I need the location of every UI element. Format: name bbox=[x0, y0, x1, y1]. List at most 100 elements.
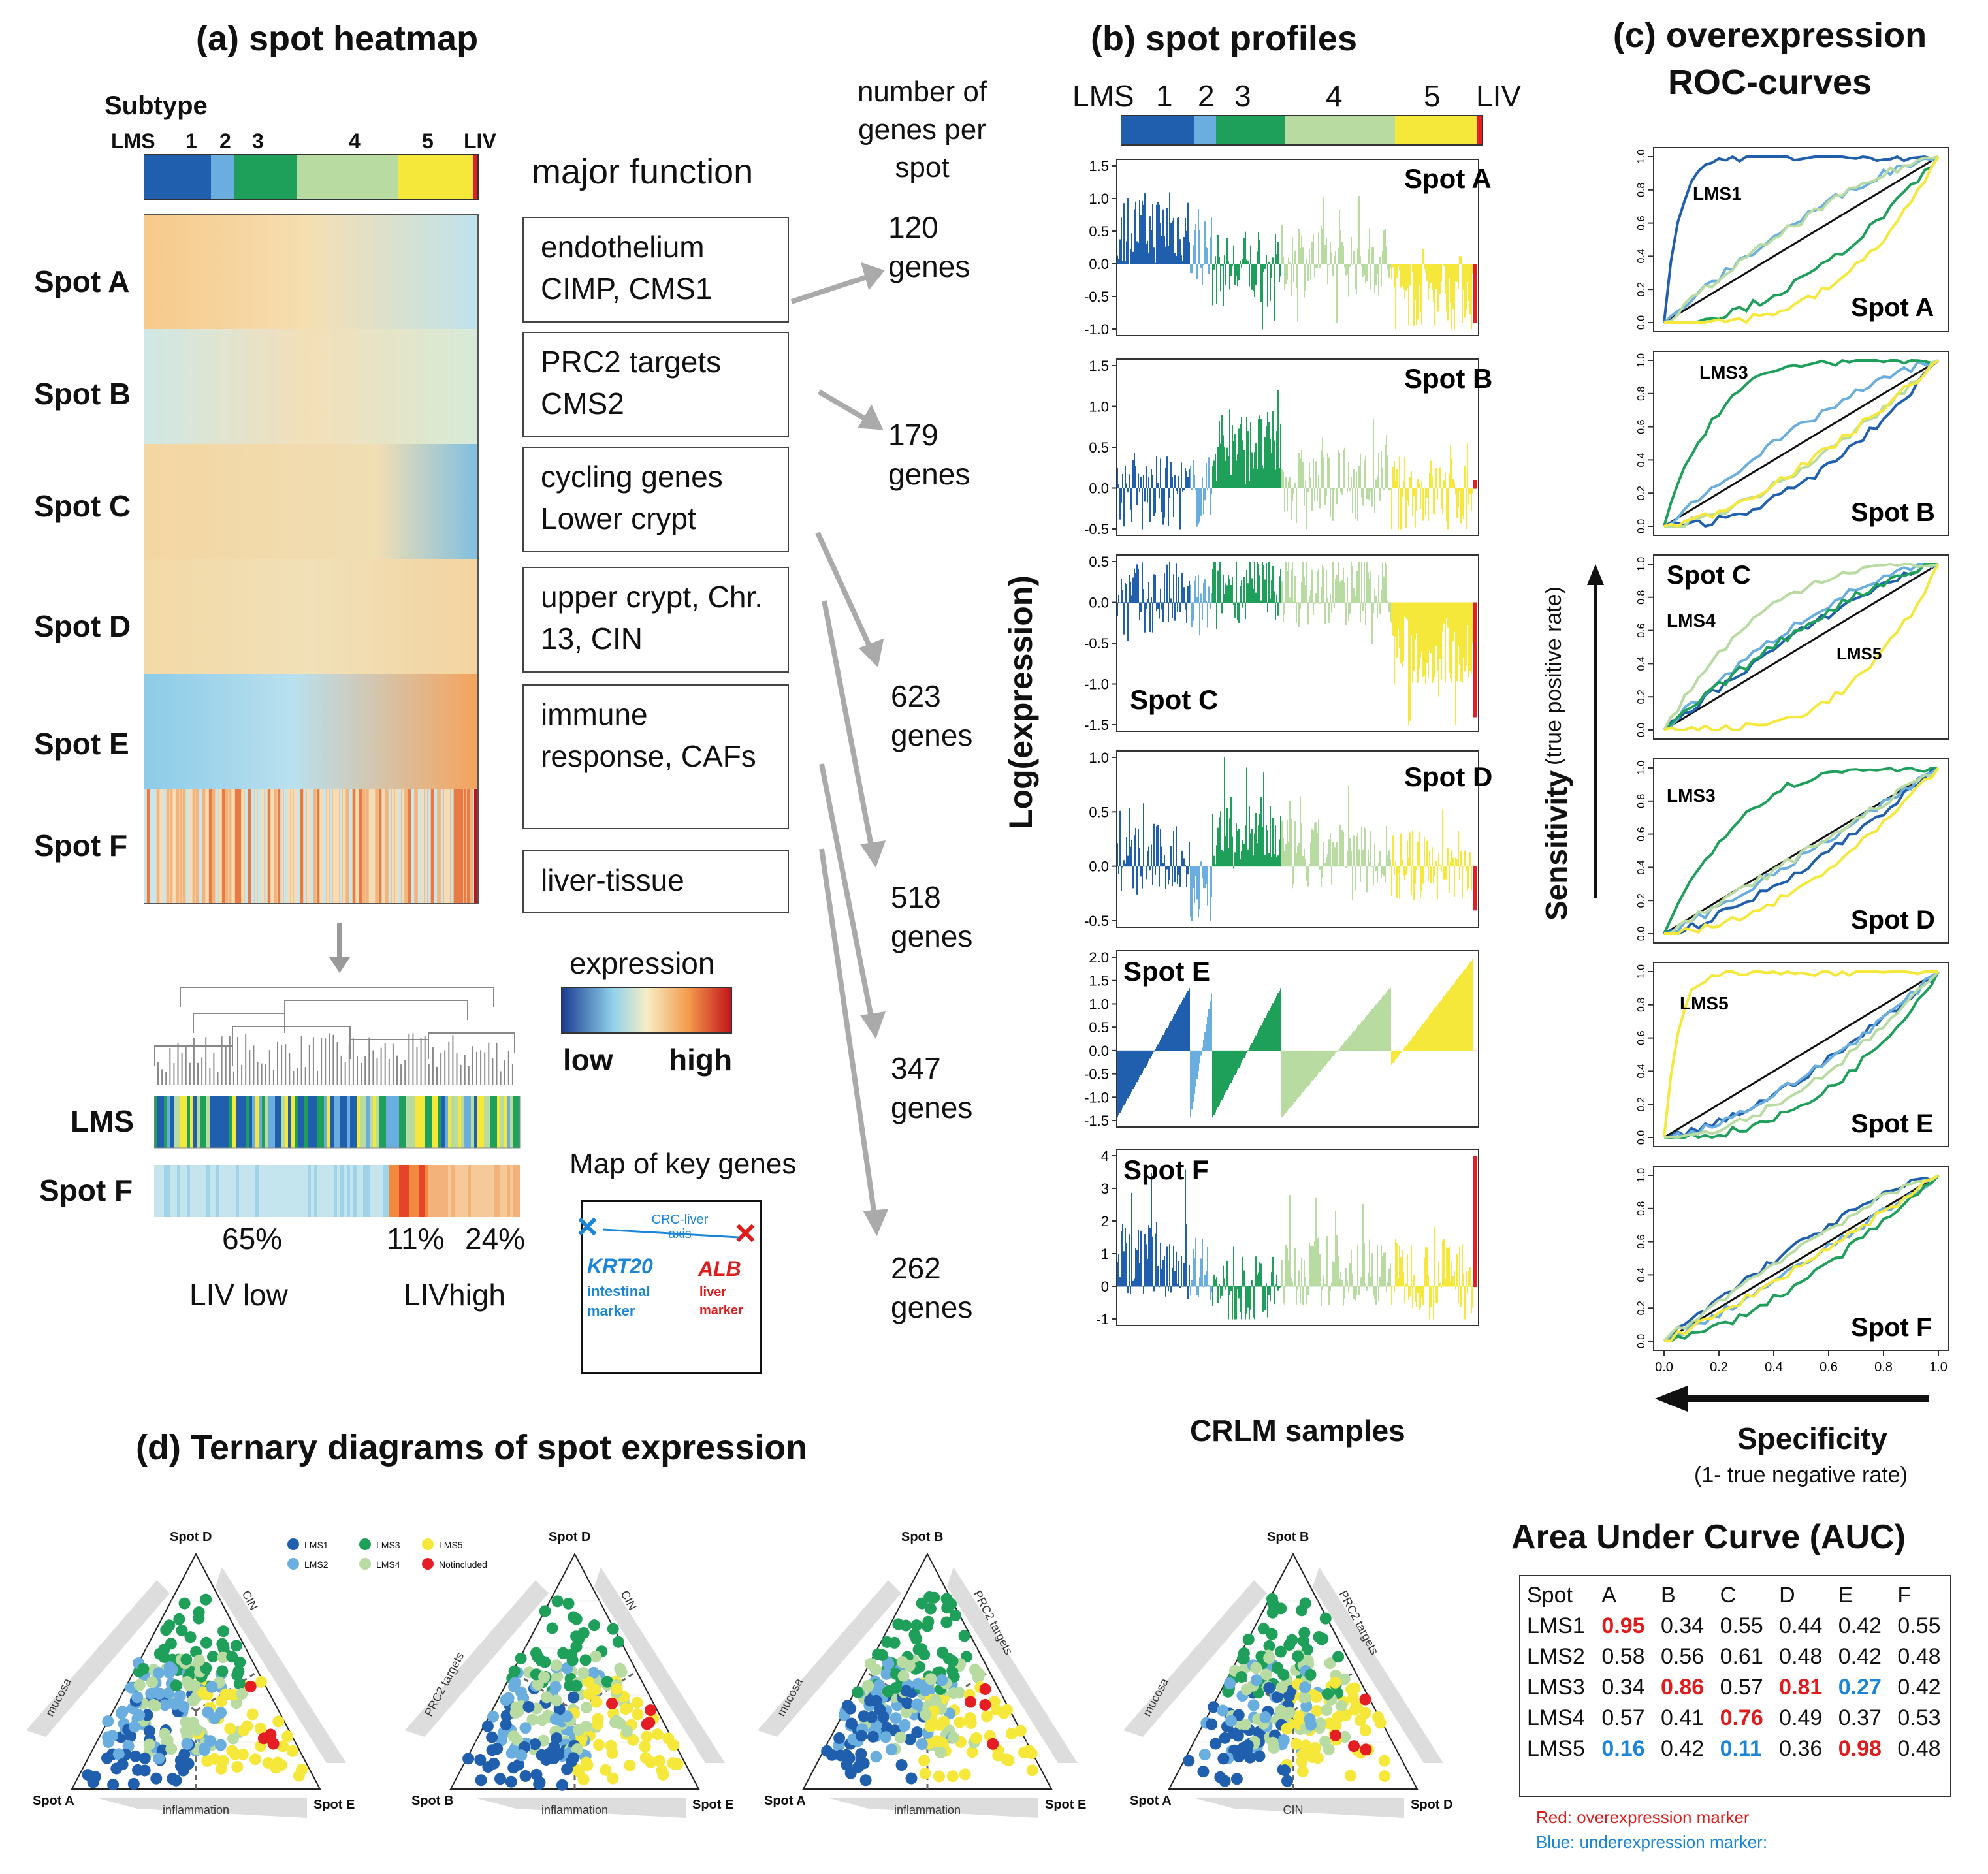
profile-bar bbox=[1156, 1047, 1157, 1051]
profile-bar bbox=[1429, 1286, 1430, 1320]
profile-bar bbox=[1245, 602, 1246, 620]
heat-label-e: Spot E bbox=[34, 727, 129, 761]
lms-stripe bbox=[376, 1096, 379, 1148]
ternary-point bbox=[174, 1690, 186, 1702]
spotf-stripe bbox=[311, 1165, 314, 1217]
profile-bar bbox=[1219, 421, 1220, 488]
profile-bar bbox=[1319, 264, 1321, 268]
lms-stripe bbox=[477, 1096, 481, 1148]
profile-bar bbox=[1125, 1228, 1126, 1287]
profile-bar bbox=[1322, 1050, 1323, 1070]
profile-bar bbox=[1234, 434, 1236, 488]
profile-bar bbox=[1315, 1050, 1317, 1077]
profile-bar bbox=[1271, 1006, 1272, 1051]
lms-stripe bbox=[262, 1096, 265, 1148]
profile-bar bbox=[1291, 488, 1292, 520]
profile-bar bbox=[1143, 803, 1144, 867]
profile-bar bbox=[1202, 477, 1203, 488]
lms-stripe bbox=[301, 1096, 304, 1148]
profile-bar bbox=[1272, 1003, 1274, 1051]
lms-stripe bbox=[157, 1096, 161, 1148]
profile-bar bbox=[1422, 866, 1424, 884]
profile-bar bbox=[1172, 477, 1173, 488]
profile-bar bbox=[1151, 230, 1152, 264]
profile-bar bbox=[1340, 488, 1341, 492]
profile-bar bbox=[1437, 602, 1438, 671]
profile-bar bbox=[1311, 829, 1313, 867]
profile-bar bbox=[1139, 488, 1140, 492]
profile-bar bbox=[1343, 567, 1344, 603]
profile-bar bbox=[1284, 264, 1285, 291]
profile-bar bbox=[1302, 1286, 1304, 1305]
profile-bar bbox=[1283, 257, 1284, 264]
profile-bar bbox=[1450, 264, 1451, 303]
profile-bar bbox=[1280, 264, 1281, 277]
ternary-point bbox=[855, 1748, 867, 1760]
profile-bar bbox=[1355, 866, 1356, 891]
profile-bar bbox=[1462, 972, 1463, 1051]
profile-bar bbox=[1311, 569, 1313, 603]
profile-bar bbox=[1305, 481, 1306, 488]
profile-bar bbox=[1366, 866, 1368, 893]
profile-bar bbox=[1398, 602, 1399, 629]
ternary-point bbox=[163, 1661, 176, 1674]
profile-bar bbox=[1296, 264, 1297, 289]
profile-bar bbox=[1258, 1030, 1259, 1051]
profile-bar bbox=[1281, 1260, 1283, 1287]
profile-bar bbox=[1335, 251, 1336, 264]
profile-bar bbox=[1392, 466, 1394, 488]
profile-bar bbox=[1388, 488, 1390, 491]
roc-curve bbox=[1663, 155, 1939, 323]
profile-bar bbox=[1347, 1280, 1348, 1287]
heat-stripe bbox=[323, 789, 326, 904]
profile-bar bbox=[1157, 1044, 1159, 1051]
profile-bar bbox=[1445, 602, 1446, 683]
profile-bar bbox=[1172, 866, 1173, 887]
heat-stripe bbox=[418, 789, 421, 904]
profile-bar bbox=[1288, 1050, 1289, 1110]
ternary-point bbox=[206, 1651, 219, 1663]
heat-stripe bbox=[297, 789, 300, 904]
profile-bar bbox=[1177, 866, 1178, 885]
ternary-point bbox=[549, 1681, 562, 1693]
profile-bar bbox=[1170, 598, 1172, 603]
profile-bar bbox=[1142, 488, 1143, 530]
roc-curve bbox=[1664, 971, 1940, 1139]
profile-bar bbox=[1426, 602, 1428, 663]
profile-bar bbox=[1213, 264, 1215, 270]
heat-label-c: Spot C bbox=[34, 489, 131, 523]
profile-bar bbox=[1264, 1018, 1266, 1051]
profile-bar bbox=[1223, 435, 1224, 488]
heat-stripe bbox=[304, 789, 306, 904]
left-arrow-icon bbox=[1655, 1386, 1929, 1412]
heat-stripe bbox=[245, 789, 248, 904]
profile-bar bbox=[1177, 602, 1178, 612]
profile-bar bbox=[1429, 602, 1430, 651]
ternary-point bbox=[145, 1687, 157, 1700]
auc-cell: 0.48 bbox=[1897, 1736, 1941, 1761]
expression-colorbar bbox=[561, 987, 732, 1034]
profile-bar bbox=[1213, 1274, 1215, 1287]
spotf-stripe bbox=[249, 1165, 252, 1217]
profile-bar bbox=[1255, 443, 1257, 488]
profile-bar bbox=[1300, 247, 1301, 264]
profile-bar bbox=[1151, 1050, 1152, 1056]
profile-bar bbox=[1271, 1272, 1272, 1287]
ternary-point bbox=[940, 1593, 953, 1605]
profile-spot-label: Spot E bbox=[1123, 956, 1210, 987]
profile-bar bbox=[1349, 488, 1351, 491]
profile-bar bbox=[1246, 259, 1247, 264]
profile-tick-label: 2.0 bbox=[1089, 949, 1109, 966]
profile-bar bbox=[1336, 575, 1338, 603]
profile-bar bbox=[1203, 582, 1204, 603]
profile-bar bbox=[1361, 1276, 1362, 1287]
profile-bar bbox=[1183, 587, 1185, 603]
profile-bar bbox=[1296, 853, 1297, 867]
profile-bar bbox=[1170, 223, 1172, 264]
profile-bar bbox=[1219, 1050, 1220, 1105]
profile-bar bbox=[1208, 264, 1210, 274]
profile-bar bbox=[1407, 488, 1408, 501]
spotf-stripe bbox=[376, 1165, 379, 1217]
profile-bar bbox=[1349, 264, 1351, 267]
ternary-point bbox=[924, 1602, 937, 1615]
